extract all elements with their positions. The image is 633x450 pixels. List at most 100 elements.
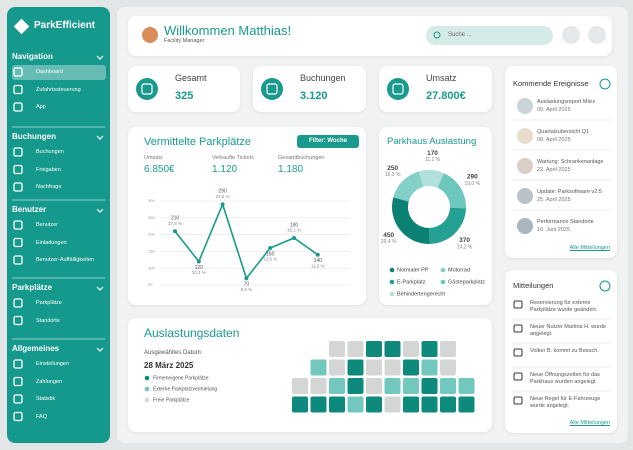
heatmap-cell[interactable] xyxy=(310,359,327,376)
kpi-value: 3.120 xyxy=(300,90,328,102)
notification-text: Reservierung für externe Parkplätze wurd… xyxy=(530,300,598,313)
heatmap-cell[interactable] xyxy=(329,396,345,413)
heatmap-cell[interactable] xyxy=(292,396,308,413)
heatmap-cell[interactable] xyxy=(403,341,419,357)
nav-item[interactable]: Standorte xyxy=(36,317,60,324)
nav-item[interactable]: Zahlungen xyxy=(36,378,62,385)
kpi-value: 325 xyxy=(175,90,194,102)
heatmap-cell[interactable] xyxy=(421,378,438,394)
nav-item[interactable]: Benutzer-Auffälligkeiten xyxy=(36,257,94,263)
filter-button[interactable] xyxy=(297,135,359,148)
heatmap-cell[interactable] xyxy=(440,359,456,376)
heatmap-cell[interactable] xyxy=(384,341,401,357)
heatmap-cell[interactable] xyxy=(347,396,364,413)
heatmap-cell[interactable] xyxy=(329,378,345,394)
heatmap-cell[interactable] xyxy=(458,396,475,413)
nav-icon xyxy=(13,255,23,265)
legend-dot xyxy=(389,291,395,297)
heatmap-cell[interactable] xyxy=(403,378,419,394)
heatmap-cell[interactable] xyxy=(403,359,419,376)
stat-label: Verkaufte Tickets xyxy=(212,155,254,161)
nav-icon xyxy=(13,376,23,387)
link[interactable]: Alle Mitteilungen xyxy=(569,245,610,251)
nav-item[interactable]: Parkplätze xyxy=(36,300,62,306)
bell-button[interactable] xyxy=(562,26,580,44)
notifications-arrow[interactable] xyxy=(599,280,611,292)
active-item[interactable] xyxy=(12,65,106,80)
event-date: 08. April 2025 xyxy=(537,137,571,143)
nav-item[interactable]: App xyxy=(36,104,46,110)
heatmap-cell[interactable] xyxy=(329,359,345,376)
heatmap-cell[interactable] xyxy=(366,359,382,376)
nav-icon xyxy=(13,164,23,175)
nav-item[interactable]: Einladungen xyxy=(36,239,67,246)
heatmap-cell[interactable] xyxy=(366,341,382,357)
heatmap-cell[interactable] xyxy=(329,341,345,357)
sidebar xyxy=(7,7,110,443)
nav-icon xyxy=(13,298,23,308)
event-title: Update: Parksoftware v2.5 xyxy=(537,189,602,195)
nav-item[interactable]: Dashboard xyxy=(36,69,63,75)
role: Facility Manager xyxy=(164,38,205,44)
filter-label[interactable]: Filter: Woche xyxy=(309,138,347,144)
heatmap-cell[interactable] xyxy=(292,378,308,394)
nav-icon xyxy=(13,394,23,404)
events-arrow[interactable] xyxy=(599,78,611,90)
nav-item[interactable]: Benutzer xyxy=(36,222,59,228)
heatmap-cell[interactable] xyxy=(440,396,456,413)
point xyxy=(292,235,296,240)
heatmap-cell[interactable] xyxy=(384,378,401,394)
chevron xyxy=(96,347,104,352)
heatmap-cell[interactable] xyxy=(366,396,382,413)
link[interactable]: Alle Mitteilungen xyxy=(569,420,610,426)
heatmap-cell[interactable] xyxy=(403,396,419,413)
heatmap-cell[interactable] xyxy=(384,396,401,413)
nav-item[interactable]: Einstellungen xyxy=(36,361,70,367)
heatmap-cell[interactable] xyxy=(440,378,456,394)
nav-item[interactable]: Zufahrtssteuerung xyxy=(36,86,81,93)
notification-icon xyxy=(513,348,523,357)
nav-item[interactable]: Nachfrage xyxy=(36,184,62,190)
card-title: Mitteilungen xyxy=(513,281,554,290)
kpi-value: 27.800€ xyxy=(426,90,466,102)
notification-text: Neue Öffnungszeiten für das Parkhaus wur… xyxy=(530,372,600,385)
legend-label: Freie Parkplätze xyxy=(153,397,190,403)
segment-percent: 24,2 % xyxy=(457,244,473,250)
event-avatar xyxy=(517,128,533,144)
value-label: 160 xyxy=(266,251,275,257)
heatmap-cell[interactable] xyxy=(347,341,364,357)
heatmap-cell[interactable] xyxy=(384,359,401,376)
point xyxy=(315,252,320,257)
heatmap-cell[interactable] xyxy=(310,396,327,413)
heatmap-cell[interactable] xyxy=(310,378,327,394)
nav-item[interactable]: Statistik xyxy=(36,396,56,402)
search-box[interactable] xyxy=(426,26,553,45)
heatmap-cell[interactable] xyxy=(366,378,382,394)
nav-item[interactable]: Freigaben xyxy=(36,166,61,173)
heatmap-cell[interactable] xyxy=(347,378,364,394)
nav-icon xyxy=(13,237,23,248)
nav-item[interactable]: FAQ xyxy=(36,413,48,420)
legend-dot xyxy=(440,279,446,285)
event-title: Quartalsubersicht Q1 xyxy=(537,129,589,135)
point xyxy=(196,259,201,264)
heatmap-cell[interactable] xyxy=(440,341,456,357)
heatmap-cell[interactable] xyxy=(421,396,438,413)
donut-segment xyxy=(392,197,430,244)
nav-item[interactable]: Buchungen xyxy=(36,149,64,155)
heatmap-cell[interactable] xyxy=(421,359,438,376)
event-date: 22. April 2025 xyxy=(537,167,571,173)
search-placeholder[interactable]: Suche ... xyxy=(448,32,472,38)
calendar-button[interactable] xyxy=(588,26,606,44)
heatmap-cell[interactable] xyxy=(458,378,475,394)
section-title: Navigation xyxy=(12,52,53,61)
event-date: 09. April 2025 xyxy=(537,107,571,113)
kpi-label: Umsatz xyxy=(426,73,457,83)
heatmap-cell[interactable] xyxy=(421,341,438,357)
heatmap-cell[interactable] xyxy=(347,359,364,376)
legend-dot xyxy=(389,279,395,285)
notification-icon xyxy=(513,372,523,381)
y-tick-label: 300 xyxy=(148,198,155,203)
stat-value: 1.120 xyxy=(212,164,238,175)
